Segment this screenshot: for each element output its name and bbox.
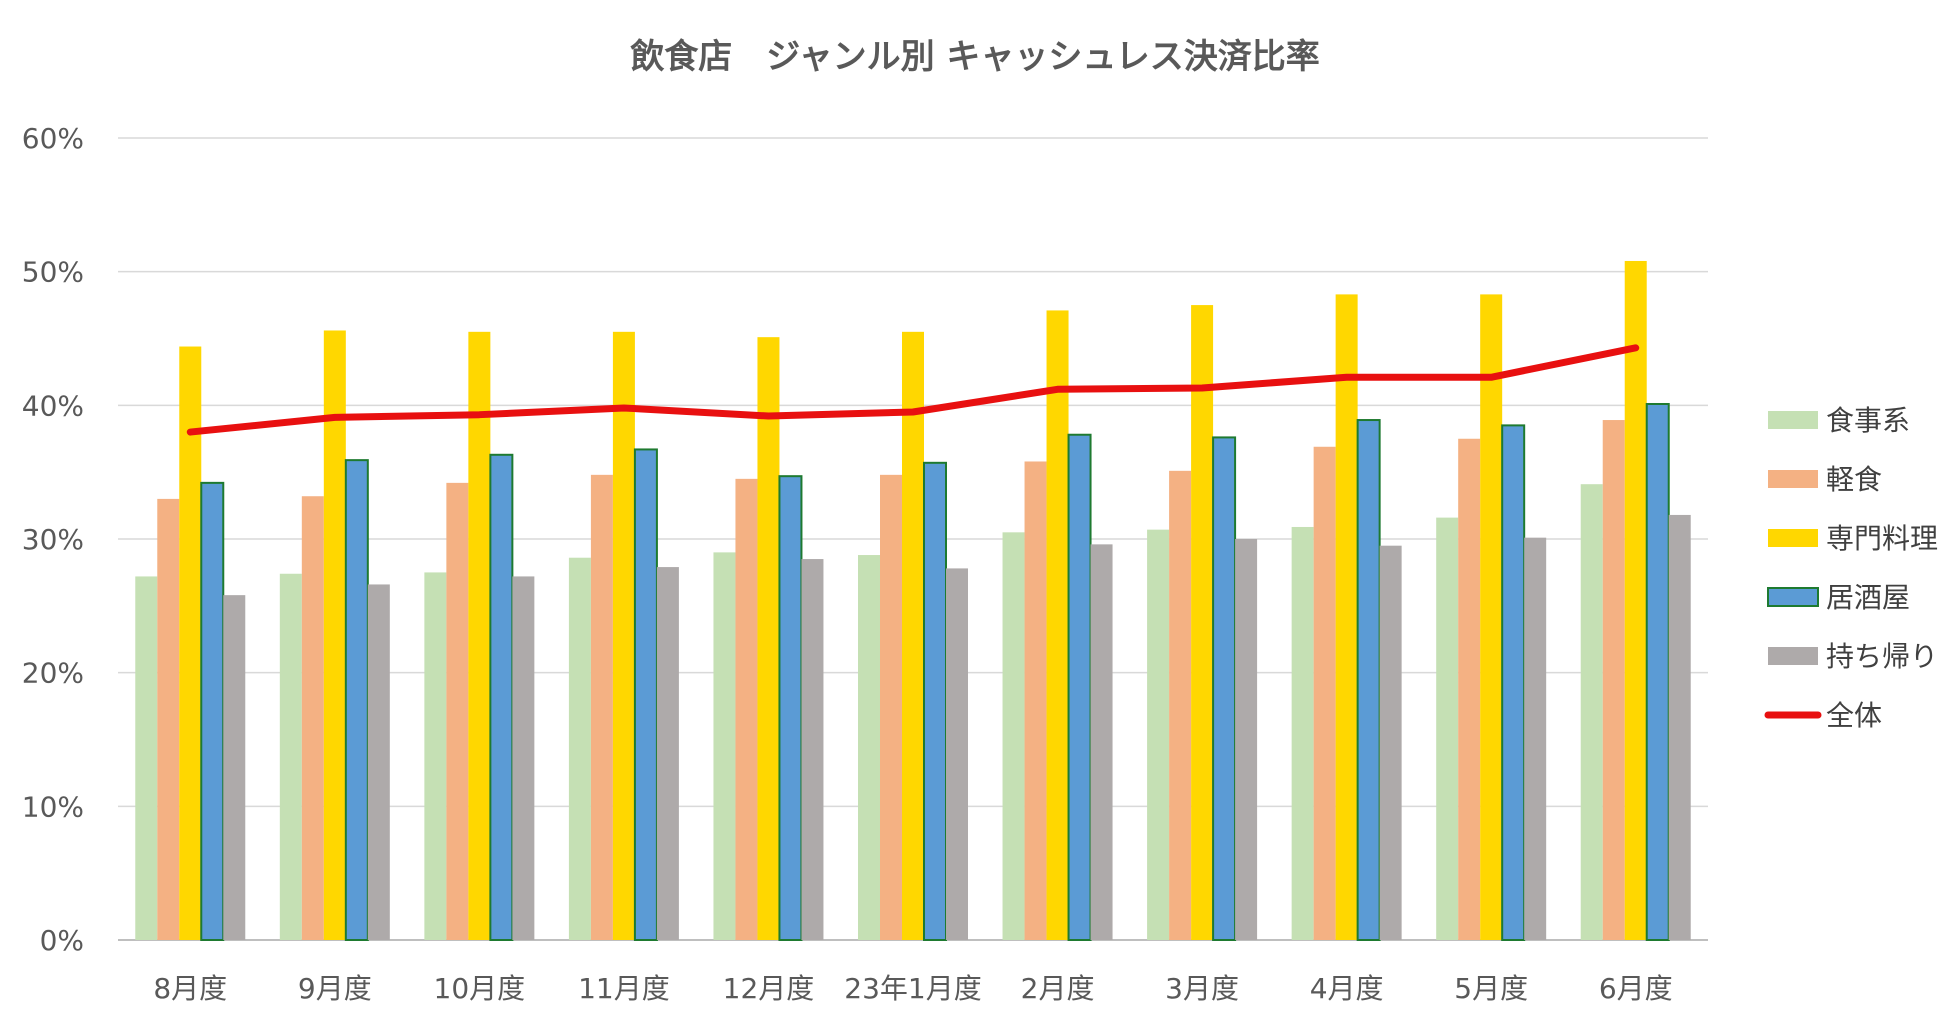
bar-持ち帰り-10月度 xyxy=(512,576,535,940)
bar-持ち帰り-23年1月度 xyxy=(946,568,968,940)
y-tick-label: 0% xyxy=(40,924,84,957)
bar-持ち帰り-6月度 xyxy=(1668,514,1691,940)
bar-軽食-11月度 xyxy=(590,474,613,940)
bar-食事系-6月度 xyxy=(1580,484,1603,940)
x-tick-label: 12月度 xyxy=(723,972,815,1005)
bar-居酒屋-9月度 xyxy=(344,459,369,941)
bar-食事系-4月度 xyxy=(1291,526,1314,940)
bar-軽食-9月度 xyxy=(301,496,324,940)
bar-持ち帰り-9月度 xyxy=(367,584,390,940)
bar-軽食-5月度 xyxy=(1458,438,1481,940)
y-axis-ticks: 0% 10% 20% 30% 40% 50% 60% xyxy=(22,122,84,957)
bar-食事系-8月度 xyxy=(135,576,158,940)
bar-持ち帰り-8月度 xyxy=(223,595,246,940)
legend-label-全体: 全体 xyxy=(1826,699,1882,732)
bar-持ち帰り-2月度 xyxy=(1090,544,1113,940)
bar-軽食-3月度 xyxy=(1169,470,1192,940)
bar-食事系-10月度 xyxy=(424,572,447,940)
bar-居酒屋-2月度 xyxy=(1067,433,1092,941)
bar-専門料理-23年1月度 xyxy=(902,331,924,941)
bar-軽食-8月度 xyxy=(157,498,180,940)
legend-label-専門料理: 専門料理 xyxy=(1826,522,1938,555)
y-tick-label: 10% xyxy=(22,790,84,823)
x-tick-label: 3月度 xyxy=(1165,972,1239,1005)
legend-swatch-専門料理 xyxy=(1768,529,1818,547)
bar-専門料理-4月度 xyxy=(1335,294,1358,940)
legend-label-軽食: 軽食 xyxy=(1826,463,1882,496)
x-axis-ticks: 8月度 9月度 10月度 11月度 12月度 23年1月度 2月度 3月度 4月度 5月度 6月度 xyxy=(153,972,1672,1005)
bar-専門料理-12月度 xyxy=(757,337,780,940)
x-tick-label: 2月度 xyxy=(1021,972,1095,1005)
x-tick-label: 23年1月度 xyxy=(844,972,981,1005)
bar-居酒屋-23年1月度 xyxy=(923,461,947,941)
chart-title: 飲食店 ジャンル別 キャッシュレス決済比率 xyxy=(630,37,1319,77)
bar-食事系-5月度 xyxy=(1436,517,1459,940)
bar-居酒屋-8月度 xyxy=(200,481,225,941)
legend-swatch-食事系 xyxy=(1768,411,1818,429)
bar-居酒屋-10月度 xyxy=(489,453,514,941)
x-tick-label: 4月度 xyxy=(1310,972,1384,1005)
bar-居酒屋-11月度 xyxy=(633,448,658,941)
bar-食事系-3月度 xyxy=(1147,529,1170,940)
total-line xyxy=(186,344,1640,436)
y-tick-label: 30% xyxy=(22,523,84,556)
bar-専門料理-6月度 xyxy=(1624,260,1647,940)
bar-持ち帰り-5月度 xyxy=(1524,537,1547,940)
bar-専門料理-9月度 xyxy=(323,330,346,941)
y-tick-label: 60% xyxy=(22,122,84,155)
bar-食事系-9月度 xyxy=(279,573,302,940)
bar-居酒屋-6月度 xyxy=(1645,402,1670,942)
bar-持ち帰り-4月度 xyxy=(1379,545,1402,940)
bar-軽食-23年1月度 xyxy=(880,474,902,940)
bar-軽食-12月度 xyxy=(735,478,758,940)
x-tick-label: 8月度 xyxy=(153,972,227,1005)
bar-食事系-23年1月度 xyxy=(858,555,880,940)
bar-専門料理-5月度 xyxy=(1480,294,1503,940)
bar-軽食-10月度 xyxy=(446,482,469,940)
bars xyxy=(135,260,1691,942)
x-tick-label: 5月度 xyxy=(1454,972,1528,1005)
y-tick-label: 50% xyxy=(22,256,84,289)
legend-label-食事系: 食事系 xyxy=(1826,404,1910,437)
legend-swatch-持ち帰り xyxy=(1768,647,1818,665)
bar-専門料理-8月度 xyxy=(179,346,202,940)
bar-専門料理-11月度 xyxy=(612,331,635,941)
bar-専門料理-2月度 xyxy=(1046,310,1069,940)
bar-食事系-12月度 xyxy=(713,552,736,940)
x-tick-label: 10月度 xyxy=(434,972,526,1005)
bar-専門料理-10月度 xyxy=(468,331,491,941)
y-tick-label: 20% xyxy=(22,657,84,690)
bar-持ち帰り-12月度 xyxy=(801,559,824,940)
bar-居酒屋-3月度 xyxy=(1212,436,1237,941)
bar-専門料理-3月度 xyxy=(1191,305,1214,940)
bar-食事系-2月度 xyxy=(1002,532,1025,940)
bar-居酒屋-5月度 xyxy=(1501,424,1526,941)
bar-居酒屋-4月度 xyxy=(1356,419,1381,941)
x-tick-label: 9月度 xyxy=(298,972,372,1005)
bar-軽食-6月度 xyxy=(1602,420,1625,941)
y-tick-label: 40% xyxy=(22,389,84,422)
bar-食事系-11月度 xyxy=(568,557,591,940)
legend-label-居酒屋: 居酒屋 xyxy=(1826,581,1910,614)
legend-label-持ち帰り: 持ち帰り xyxy=(1826,640,1938,673)
bar-持ち帰り-11月度 xyxy=(656,567,679,940)
legend-swatch-軽食 xyxy=(1768,470,1818,488)
bar-軽食-4月度 xyxy=(1313,446,1336,940)
bar-持ち帰り-3月度 xyxy=(1235,539,1258,940)
x-tick-label: 6月度 xyxy=(1599,972,1673,1005)
x-tick-label: 11月度 xyxy=(578,972,670,1005)
legend-swatch-居酒屋 xyxy=(1767,587,1819,607)
bar-軽食-2月度 xyxy=(1024,461,1047,940)
bar-居酒屋-12月度 xyxy=(778,475,803,941)
